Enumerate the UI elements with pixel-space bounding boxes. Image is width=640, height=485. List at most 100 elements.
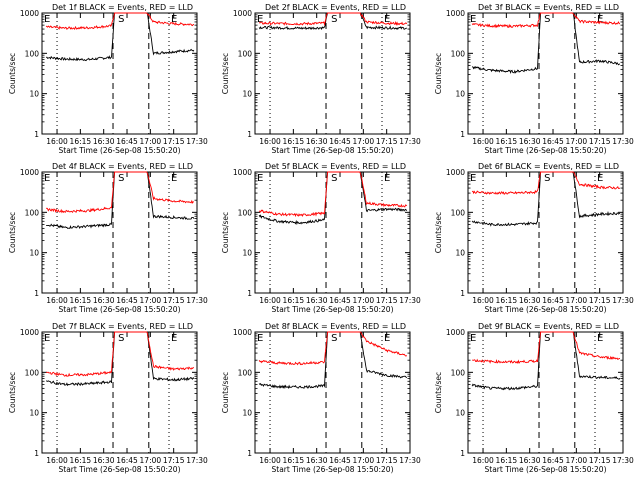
x-tick-label: 16:15 [496, 456, 518, 465]
y-tick-label: 1000 [233, 168, 252, 177]
x-tick-label: 17:15 [163, 456, 185, 465]
x-tick-label: 16:30 [306, 296, 328, 305]
x-tick-label: 17:15 [163, 296, 185, 305]
chart-panel: Det 6f BLACK = Events, RED = LLD 1 10 100 10… [434, 162, 634, 314]
y-axis-title: Counts/sec [8, 212, 17, 253]
x-tick-label: 17:00 [566, 296, 588, 305]
marker-label: E [171, 14, 177, 25]
lld-series-line [258, 171, 408, 218]
x-tick-label: 17:15 [589, 137, 611, 146]
marker-label: E [44, 173, 50, 184]
lld-series-line [258, 331, 408, 366]
x-tick-label: 17:30 [186, 137, 208, 146]
chart-panel: Det 7f BLACK = Events, RED = LLD 1 10 100 10… [8, 322, 208, 474]
lld-series-line [45, 12, 194, 31]
y-axis-title: Counts/sec [434, 53, 443, 94]
x-tick-label: 17:30 [612, 296, 634, 305]
y-tick-label: 1 [460, 130, 465, 139]
x-tick-label: 16:15 [496, 296, 518, 305]
x-tick-label: 16:00 [472, 296, 494, 305]
chart-title: Det 7f BLACK = Events, RED = LLD [52, 322, 193, 331]
x-axis-title: Start Time (26-Sep-08 15:50:20) [59, 146, 181, 155]
marker-label: E [470, 14, 476, 25]
x-tick-label: 16:00 [259, 456, 281, 465]
x-tick-label: 17:00 [353, 456, 375, 465]
chart-title: Det 2f BLACK = Events, RED = LLD [265, 3, 406, 12]
plot-frame [467, 12, 624, 135]
x-axis-title: Start Time (26-Sep-08 15:50:20) [59, 305, 181, 314]
y-tick-label: 1000 [446, 328, 465, 337]
marker-label: S [544, 173, 550, 184]
x-tick-label: 17:00 [140, 137, 162, 146]
y-tick-label: 1 [34, 449, 39, 458]
x-tick-label: 17:00 [353, 137, 375, 146]
y-tick-label: 1 [460, 289, 465, 298]
chart-panel: Det 5f BLACK = Events, RED = LLD 1 10 100 10… [221, 162, 421, 314]
y-tick-label: 100 [451, 49, 466, 58]
y-tick-label: 10 [29, 90, 39, 99]
x-tick-label: 17:00 [140, 456, 162, 465]
y-tick-label: 1 [247, 130, 252, 139]
x-tick-label: 17:15 [163, 137, 185, 146]
y-tick-label: 1000 [233, 9, 252, 18]
y-tick-label: 100 [238, 368, 253, 377]
x-tick-label: 17:30 [612, 456, 634, 465]
marker-label: E [597, 333, 603, 344]
x-tick-label: 16:00 [259, 137, 281, 146]
y-tick-label: 1 [34, 130, 39, 139]
x-axis-title: Start Time (26-Sep-08 15:50:20) [272, 305, 394, 314]
marker-label: E [470, 173, 476, 184]
x-tick-label: 16:00 [259, 296, 281, 305]
x-tick-label: 16:30 [519, 137, 541, 146]
x-tick-label: 16:15 [70, 296, 92, 305]
y-tick-label: 10 [455, 249, 465, 258]
chart-title: Det 3f BLACK = Events, RED = LLD [478, 3, 619, 12]
x-tick-label: 17:00 [140, 296, 162, 305]
y-tick-label: 1 [460, 449, 465, 458]
y-tick-label: 1000 [233, 328, 252, 337]
x-tick-label: 17:00 [566, 137, 588, 146]
x-tick-label: 16:30 [93, 296, 115, 305]
x-tick-label: 16:00 [46, 456, 68, 465]
plot-frame [41, 331, 198, 454]
marker-label: S [331, 173, 337, 184]
lld-series-line [471, 331, 620, 365]
x-tick-label: 16:00 [46, 137, 68, 146]
y-axis-title: Counts/sec [8, 53, 17, 94]
x-tick-label: 16:15 [283, 296, 305, 305]
y-tick-label: 1 [247, 289, 252, 298]
x-tick-label: 16:45 [542, 137, 564, 146]
chart-title: Det 8f BLACK = Events, RED = LLD [265, 322, 406, 331]
x-tick-label: 16:45 [116, 456, 138, 465]
y-tick-label: 1 [247, 449, 252, 458]
marker-label: E [384, 173, 390, 184]
y-tick-label: 100 [238, 208, 253, 217]
y-tick-label: 1000 [446, 168, 465, 177]
marker-label: E [597, 14, 603, 25]
plot-frame [254, 12, 411, 135]
lld-series-line [471, 171, 621, 195]
y-axis-title: Counts/sec [221, 372, 230, 413]
x-tick-label: 17:15 [376, 296, 398, 305]
chart-panel: Det 4f BLACK = Events, RED = LLD 1 10 100 10… [8, 162, 208, 314]
chart-panel: Det 8f BLACK = Events, RED = LLD 1 10 100 10… [221, 322, 421, 474]
y-tick-label: 100 [451, 208, 466, 217]
x-tick-label: 17:15 [589, 456, 611, 465]
plot-frame [41, 171, 198, 294]
y-axis-title: Counts/sec [8, 372, 17, 413]
x-tick-label: 16:45 [542, 456, 564, 465]
marker-label: E [171, 173, 177, 184]
lld-series-line [471, 12, 621, 29]
x-tick-label: 17:15 [589, 296, 611, 305]
x-tick-label: 16:00 [472, 137, 494, 146]
y-tick-label: 1000 [20, 168, 39, 177]
x-tick-label: 16:30 [306, 137, 328, 146]
marker-label: E [44, 14, 50, 25]
chart-panel: Det 9f BLACK = Events, RED = LLD 1 10 100 10… [434, 322, 634, 474]
marker-label: E [384, 14, 390, 25]
x-axis-title: Start Time (26-Sep-08 15:50:20) [59, 465, 181, 474]
marker-label: E [257, 14, 263, 25]
y-tick-label: 10 [29, 409, 39, 418]
